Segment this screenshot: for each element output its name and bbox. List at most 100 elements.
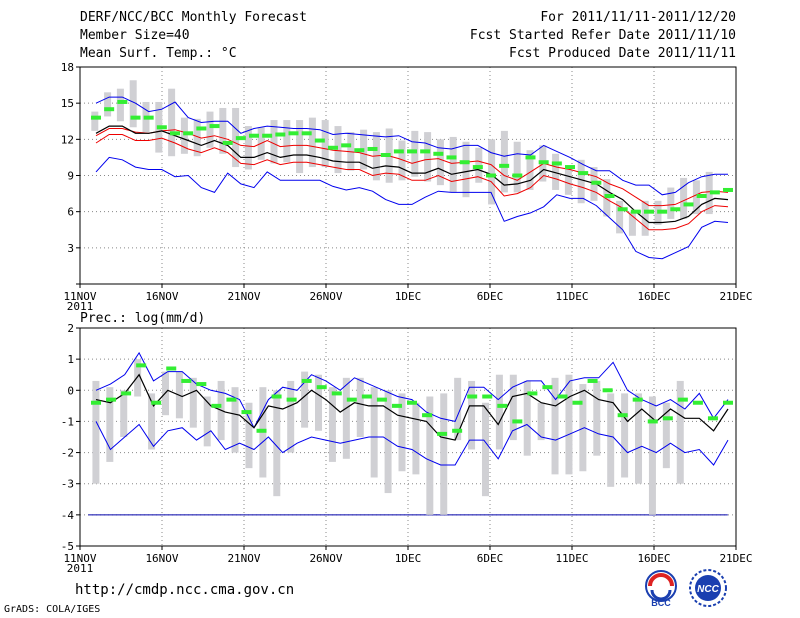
obs-marker	[446, 155, 457, 160]
obs-marker	[707, 416, 718, 421]
ensemble-box	[315, 374, 323, 431]
ensemble-box	[245, 402, 253, 469]
ensemble-box	[384, 390, 392, 494]
ensemble-box	[648, 396, 656, 515]
obs-marker	[512, 173, 523, 178]
ensemble-box	[308, 117, 316, 168]
ensemble-box	[104, 92, 112, 117]
obs-marker	[630, 209, 641, 214]
obs-marker	[271, 394, 282, 399]
y-tick-label: -5	[61, 540, 74, 553]
min-line	[95, 156, 729, 260]
ensemble-box	[680, 177, 688, 219]
obs-marker	[407, 400, 417, 405]
ensemble-box	[551, 377, 559, 475]
obs-marker	[604, 193, 615, 198]
obs-marker	[117, 99, 128, 104]
obs-marker	[328, 145, 338, 150]
obs-marker	[692, 400, 703, 405]
ensemble-box	[628, 211, 636, 236]
obs-marker	[617, 207, 628, 212]
chart-title: DERF/NCC/BCC Monthly Forecast	[80, 10, 307, 25]
x-year-label: 2011	[67, 300, 94, 313]
ensemble-box	[356, 377, 364, 437]
obs-marker	[170, 131, 180, 136]
mean-line	[95, 125, 729, 224]
member-size-label: Member Size=40	[80, 28, 190, 43]
obs-marker	[644, 209, 654, 214]
obs-marker	[314, 138, 325, 143]
obs-marker	[211, 403, 222, 408]
obs-marker	[166, 366, 177, 371]
panel-title: Prec.: log(mm/d)	[80, 311, 205, 326]
ensemble-box	[426, 396, 434, 515]
obs-marker	[420, 149, 431, 154]
x-tick-label: 11NOV	[63, 552, 96, 565]
obs-marker	[527, 391, 538, 396]
max-line	[95, 96, 728, 196]
obs-marker	[565, 165, 575, 170]
ensemble-box	[481, 402, 489, 497]
obs-marker	[482, 394, 493, 399]
ensemble-box	[440, 393, 448, 515]
ensemble-box	[616, 200, 624, 234]
obs-marker	[632, 397, 643, 402]
obs-marker	[433, 151, 444, 156]
ensemble-box	[283, 120, 291, 163]
obs-marker	[647, 419, 658, 424]
obs-marker	[209, 124, 220, 129]
ensemble-box	[662, 402, 670, 469]
x-tick-label: 16DEC	[637, 552, 670, 565]
obs-marker	[617, 413, 628, 418]
y-tick-label: 3	[67, 242, 74, 255]
ensemble-box	[667, 187, 675, 219]
obs-marker	[361, 394, 372, 399]
x-tick-label: 11NOV	[63, 290, 96, 303]
forecast-produced-label: Fcst Produced Date 2011/11/11	[509, 46, 736, 61]
ensemble-box	[342, 377, 350, 459]
obs-marker	[472, 165, 483, 170]
y-tick-label: 9	[67, 170, 74, 183]
obs-marker	[288, 131, 299, 136]
obs-marker	[657, 209, 668, 214]
ensemble-box	[301, 371, 309, 428]
obs-marker	[602, 388, 613, 393]
source-url[interactable]: http://cmdp.ncc.cma.gov.cn	[75, 582, 295, 598]
min-line	[95, 421, 729, 466]
ensemble-box	[244, 126, 252, 170]
x-tick-label: 21NOV	[227, 290, 260, 303]
y-tick-label: 15	[61, 97, 74, 110]
obs-marker	[156, 125, 167, 130]
ensemble-box	[370, 387, 378, 478]
x-tick-label: 11DEC	[555, 552, 588, 565]
obs-marker	[249, 133, 259, 138]
obs-marker	[380, 153, 391, 158]
obs-marker	[422, 413, 433, 418]
obs-marker	[136, 363, 147, 368]
ensemble-box	[468, 380, 476, 450]
y-tick-label: -4	[61, 509, 75, 522]
obs-marker	[486, 173, 496, 178]
obs-marker	[587, 378, 598, 383]
y-tick-label: 6	[67, 206, 74, 219]
obs-marker	[696, 193, 707, 198]
obs-marker	[256, 428, 267, 433]
ensemble-box	[273, 390, 281, 497]
ensemble-box	[500, 130, 508, 193]
ensemble-box	[203, 396, 211, 447]
obs-marker	[572, 400, 583, 405]
ensemble-box	[565, 374, 573, 475]
ensemble-box	[579, 384, 587, 472]
ensemble-box	[231, 387, 239, 453]
y-tick-label: 1	[67, 353, 74, 366]
spread-upper-line	[95, 128, 729, 207]
bcc-logo: BCC	[645, 570, 677, 608]
ensemble-box	[537, 402, 545, 441]
obs-marker	[391, 403, 402, 408]
ensemble-box	[328, 387, 336, 462]
ensemble-box	[398, 393, 406, 472]
x-tick-label: 21DEC	[719, 552, 752, 565]
obs-marker	[275, 132, 286, 137]
y-tick-label: -1	[61, 415, 74, 428]
ensemble-box	[705, 171, 713, 215]
